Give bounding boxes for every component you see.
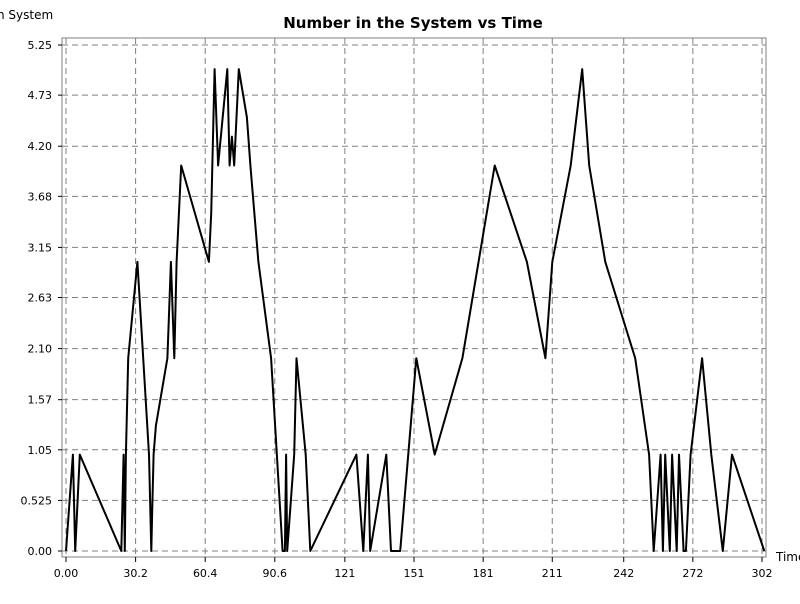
y-tick-label: 4.20: [28, 140, 53, 153]
x-tick-label: 242: [613, 567, 634, 580]
x-tick-label: 151: [404, 567, 425, 580]
axes: [58, 44, 763, 562]
x-tick-label: 272: [682, 567, 703, 580]
x-tick-label: 60.4: [193, 567, 218, 580]
series-line: [65, 68, 766, 552]
y-axis-label: n System: [0, 8, 53, 22]
x-tick-label: 181: [473, 567, 494, 580]
series-layer: [65, 68, 766, 552]
y-tick-label: 4.73: [28, 89, 53, 102]
y-tick-label: 1.57: [28, 394, 53, 407]
y-tick-label: 3.15: [28, 241, 53, 254]
y-tick-label: 2.63: [28, 292, 53, 305]
y-tick-label: 0.00: [28, 545, 53, 558]
x-tick-label: 90.6: [263, 567, 288, 580]
grid: [62, 38, 766, 557]
chart-title: Number in the System vs Time: [283, 14, 543, 32]
x-tick-label: 121: [334, 567, 355, 580]
x-tick-label: 302: [752, 567, 773, 580]
y-tick-label: 1.05: [28, 444, 53, 457]
y-tick-label: 2.10: [28, 343, 53, 356]
tick-labels: 0.00 0.525 1.05 1.57 2.10 2.63 3.15 3.68 4.20 4.7…: [21, 39, 773, 580]
x-tick-label: 0.00: [54, 567, 79, 580]
y-tick-label: 0.525: [21, 494, 53, 507]
y-tick-label: 3.68: [28, 190, 53, 203]
x-tick-label: 30.2: [123, 567, 148, 580]
x-tick-label: 211: [542, 567, 563, 580]
y-tick-label: 5.25: [28, 39, 53, 52]
x-axis-label: Time: [775, 550, 800, 564]
